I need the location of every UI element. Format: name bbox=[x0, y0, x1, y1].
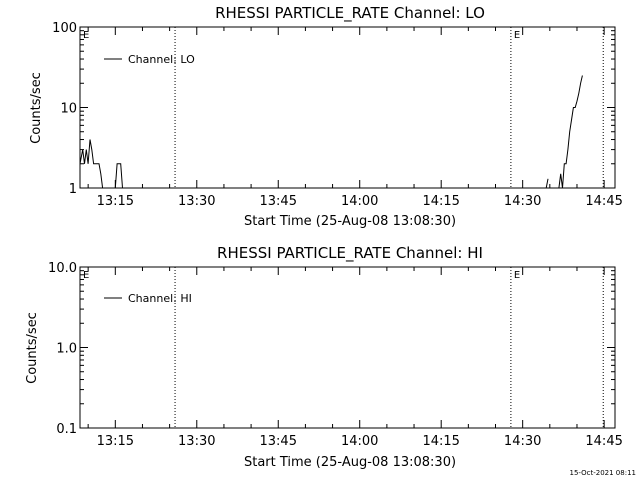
x-tick-label: 13:45 bbox=[260, 194, 297, 209]
x-tick-label: 13:15 bbox=[97, 434, 134, 449]
x-axis-label: Start Time (25-Aug-08 13:08:30) bbox=[244, 214, 456, 229]
x-tick-label: 14:00 bbox=[341, 194, 378, 209]
x-tick-label: 14:00 bbox=[341, 434, 378, 449]
y-tick-label: 0.1 bbox=[56, 422, 77, 437]
x-tick-label: 13:15 bbox=[97, 194, 134, 209]
eclipse-marker: E bbox=[83, 270, 89, 281]
y-axis-label: Counts/sec bbox=[25, 312, 40, 384]
series-line bbox=[545, 178, 549, 189]
series-line bbox=[114, 163, 123, 189]
x-tick-label: 14:30 bbox=[504, 194, 541, 209]
y-axis-label: Counts/sec bbox=[29, 72, 44, 144]
panel-hi: RHESSI PARTICLE_RATE Channel: HI Start T… bbox=[25, 244, 623, 470]
y-tick-label: 1.0 bbox=[56, 342, 77, 357]
y-tick-label: 100 bbox=[52, 21, 77, 36]
chart-title: RHESSI PARTICLE_RATE Channel: HI bbox=[217, 244, 483, 263]
series-line bbox=[558, 75, 583, 189]
chart-title: RHESSI PARTICLE_RATE Channel: LO bbox=[215, 4, 485, 23]
panel-lo: RHESSI PARTICLE_RATE Channel: LO Start T… bbox=[29, 4, 623, 229]
eclipse-marker: E bbox=[514, 270, 520, 281]
x-tick-label: 13:30 bbox=[178, 434, 215, 449]
series-line bbox=[79, 139, 104, 189]
legend-label: Channel: HI bbox=[128, 292, 192, 305]
x-tick-label: 14:45 bbox=[585, 434, 622, 449]
x-tick-label: 13:30 bbox=[178, 194, 215, 209]
y-tick-label: 10 bbox=[60, 102, 77, 117]
x-axis-label: Start Time (25-Aug-08 13:08:30) bbox=[244, 455, 456, 470]
eclipse-marker: E bbox=[83, 30, 89, 41]
x-tick-label: 14:30 bbox=[504, 434, 541, 449]
eclipse-marker: E bbox=[514, 30, 520, 41]
x-tick-label: 13:45 bbox=[260, 434, 297, 449]
y-tick-label: 10.0 bbox=[48, 261, 77, 276]
plot-frame bbox=[79, 26, 616, 189]
x-tick-label: 14:15 bbox=[422, 434, 459, 449]
y-tick-label: 1 bbox=[69, 182, 77, 197]
x-tick-label: 14:45 bbox=[585, 194, 622, 209]
legend-label: Channel: LO bbox=[128, 53, 195, 66]
x-tick-label: 14:15 bbox=[422, 194, 459, 209]
generation-timestamp: 15-Oct-2021 08:11 bbox=[570, 469, 636, 477]
